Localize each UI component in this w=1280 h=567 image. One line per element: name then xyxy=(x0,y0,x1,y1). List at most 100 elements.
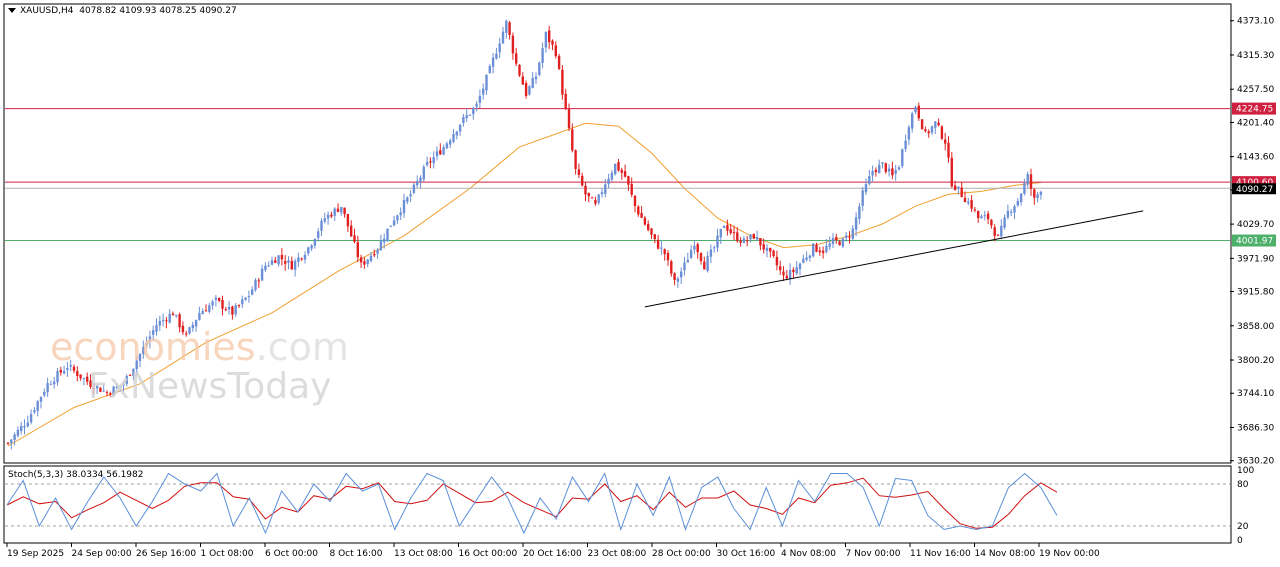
candle-body xyxy=(1023,183,1026,194)
candle-body xyxy=(1016,200,1019,206)
candle-body xyxy=(69,365,72,367)
candle-body xyxy=(894,170,897,174)
candle-body xyxy=(521,76,524,85)
candle-body xyxy=(772,250,775,257)
x-tick-label: 1 Oct 08:00 xyxy=(201,549,254,559)
candle-body xyxy=(554,45,557,57)
candle-body xyxy=(594,199,597,204)
y-tick-label: 4257.50 xyxy=(1237,85,1274,95)
ohlc-readout: 4078.82 4109.93 4078.25 4090.27 xyxy=(79,6,237,16)
main-pane-frame xyxy=(3,3,1232,464)
candle-body xyxy=(604,184,607,194)
candle-body xyxy=(485,74,488,91)
candle-body xyxy=(841,238,845,247)
candle-body xyxy=(683,262,686,271)
horizontal-levels xyxy=(5,108,1230,242)
candle-body xyxy=(524,83,528,96)
candle-body xyxy=(468,114,472,116)
candle-body xyxy=(317,231,320,238)
candle-body xyxy=(851,228,854,239)
candle-body xyxy=(475,103,478,107)
candle-body xyxy=(320,220,323,231)
candle-body xyxy=(911,113,914,129)
candle-body xyxy=(696,244,699,253)
candle-body xyxy=(686,259,689,263)
candle-body xyxy=(20,425,23,432)
candle-body xyxy=(392,220,396,226)
candle-body xyxy=(313,238,317,246)
symbol-label: XAUUSD,H4 xyxy=(20,6,74,16)
candle-body xyxy=(142,346,145,354)
candle-body xyxy=(178,314,181,328)
candle-body xyxy=(422,166,425,180)
candle-body xyxy=(891,168,894,176)
candle-body xyxy=(930,126,934,133)
chart-header: XAUUSD,H4 4078.82 4109.93 4078.25 4090.2… xyxy=(8,6,237,16)
candle-body xyxy=(1026,174,1029,185)
candle-body xyxy=(198,313,201,320)
candle-body xyxy=(551,40,554,45)
candle-body xyxy=(363,261,366,265)
candle-body xyxy=(168,313,171,323)
candle-body xyxy=(274,260,277,263)
candle-body xyxy=(584,185,587,195)
candle-body xyxy=(416,181,419,186)
candle-body xyxy=(947,142,950,158)
candle-body xyxy=(379,240,383,251)
candle-body xyxy=(300,258,303,260)
candle-body xyxy=(983,215,986,217)
y-tick-label: 3915.80 xyxy=(1237,288,1274,298)
candle-body xyxy=(155,325,158,332)
candle-body xyxy=(452,134,455,142)
candle-body xyxy=(406,197,409,202)
candle-body xyxy=(620,169,623,173)
candle-body xyxy=(937,122,940,126)
candle-body xyxy=(152,330,155,335)
candle-body xyxy=(191,324,194,329)
candle-body xyxy=(264,265,267,270)
candle-body xyxy=(963,197,967,203)
candle-body xyxy=(10,439,13,444)
candle-body xyxy=(986,213,990,220)
stoch-tick-label: 0 xyxy=(1237,536,1243,546)
candle-body xyxy=(148,336,152,342)
candle-body xyxy=(267,265,270,267)
candle-body xyxy=(709,249,713,257)
candle-body xyxy=(181,325,185,333)
stoch-signal-line xyxy=(6,477,1058,529)
candle-body xyxy=(46,382,49,393)
candle-body xyxy=(128,374,132,376)
candle-body xyxy=(577,169,581,176)
candle-body xyxy=(689,249,693,259)
candle-body xyxy=(884,163,887,172)
candle-body xyxy=(171,313,175,316)
candle-body xyxy=(765,247,769,251)
candle-body xyxy=(808,255,812,258)
candle-body xyxy=(742,238,746,243)
candle-body xyxy=(788,269,792,280)
candle-body xyxy=(630,183,633,195)
candle-body xyxy=(465,115,468,119)
candle-body xyxy=(732,232,736,234)
candle-body xyxy=(561,69,564,95)
candle-body xyxy=(802,258,805,263)
candle-body xyxy=(412,184,416,193)
candle-body xyxy=(333,208,336,216)
collapse-triangle-icon[interactable] xyxy=(8,8,16,13)
candle-body xyxy=(158,320,161,326)
x-tick-label: 13 Oct 08:00 xyxy=(394,549,453,559)
candle-body xyxy=(845,235,848,238)
candle-body xyxy=(383,238,386,243)
candle-body xyxy=(614,163,617,175)
candle-body xyxy=(188,327,191,334)
candle-body xyxy=(208,305,211,312)
candle-body xyxy=(204,310,208,312)
y-tick-label: 3744.10 xyxy=(1237,389,1274,399)
candle-body xyxy=(835,237,838,241)
candle-body xyxy=(927,131,930,134)
candle-body xyxy=(897,167,901,170)
candle-body xyxy=(924,129,927,132)
candle-body xyxy=(1010,211,1013,213)
candle-body xyxy=(623,171,627,177)
candle-body xyxy=(557,55,561,69)
